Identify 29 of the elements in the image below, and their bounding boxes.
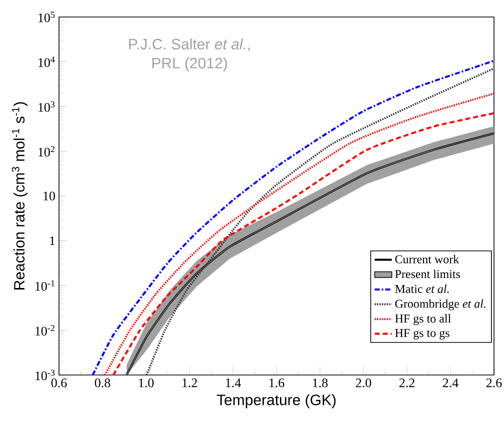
x-tick-label: 2.4 xyxy=(442,378,458,388)
x-tick-label: 1.0 xyxy=(139,378,154,388)
legend-label: Current work xyxy=(395,254,460,264)
y-tick-label: 10$^{-2}$ xyxy=(36,324,54,336)
x-tick-label: 1.8 xyxy=(313,378,328,388)
x-tick-label: 1.6 xyxy=(270,378,284,388)
legend-label: HF gs to all xyxy=(395,314,451,326)
y-tick-label: 10$^{4}$ xyxy=(38,56,55,67)
y-tick-label: 1 xyxy=(50,236,55,246)
y-tick-label: 10 xyxy=(44,192,55,200)
annotation: PRL (2012) xyxy=(152,57,227,72)
legend-label: Groombridge et al. xyxy=(395,299,486,310)
y-axis-title: Reaction rate (cm$^{3}$ mol$^{-1}$ s$^{-1}$) xyxy=(12,102,28,290)
y-tick-label: 10$^{3}$ xyxy=(38,101,55,112)
x-tick-label: 1.4 xyxy=(226,378,241,388)
annotation: P.J.C. Salter et al., xyxy=(129,38,250,52)
x-tick-label: 1.2 xyxy=(182,378,197,388)
x-tick-label: 0.8 xyxy=(94,378,110,388)
y-tick-label: 10$^{5}$ xyxy=(38,12,55,22)
x-tick-label: 2.2 xyxy=(399,378,414,388)
x-tick-label: 2.0 xyxy=(356,378,372,388)
legend-label: Present limits xyxy=(395,270,460,278)
legend-label: Matic et al. xyxy=(395,284,449,294)
legend-label: HF gs to gs xyxy=(395,329,450,340)
y-tick-label: 10$^{2}$ xyxy=(38,146,54,156)
x-tick-label: 2.6 xyxy=(486,378,502,388)
x-axis-title: Temperature (GK) xyxy=(216,394,336,408)
x-tick-label: 0.6 xyxy=(51,378,67,388)
y-tick-label: 10$^{-1}$ xyxy=(36,280,54,291)
